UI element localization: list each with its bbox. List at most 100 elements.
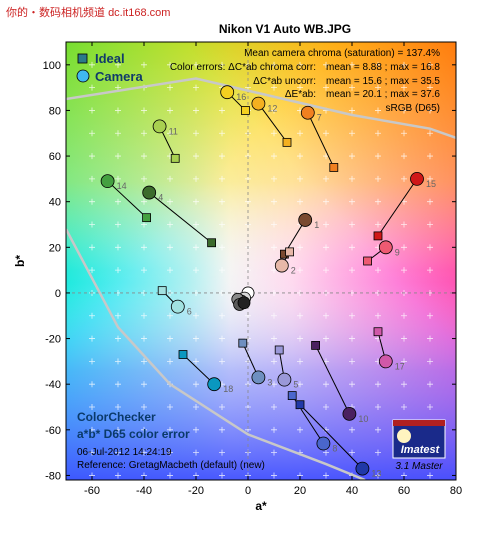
imatest-logo: Imatest 3.1 Master	[392, 419, 446, 472]
grid-cross	[89, 61, 95, 68]
grid-cross	[297, 153, 303, 160]
grid-cross	[219, 335, 225, 342]
grid-cross	[401, 335, 407, 342]
grid-cross	[297, 426, 303, 433]
grid-cross	[89, 358, 95, 365]
plot-gradient	[66, 42, 456, 480]
grid-cross	[297, 267, 303, 274]
camera-marker-14	[100, 174, 115, 189]
plot-background	[66, 42, 456, 480]
camera-marker-16	[220, 85, 235, 100]
gamut-boundary	[66, 77, 456, 480]
camera-marker-6	[170, 299, 185, 314]
grid-cross	[375, 267, 381, 274]
grid-cross	[141, 381, 147, 388]
grid-cross	[427, 404, 433, 410]
grid-cross	[375, 381, 381, 388]
error-line-13	[299, 404, 363, 469]
grid-cross	[193, 381, 199, 388]
error-line-7	[307, 112, 335, 168]
grid-cross	[167, 426, 173, 433]
grid-cross	[193, 61, 199, 68]
grid-cross	[349, 381, 355, 388]
y-tick-label: 80	[49, 105, 61, 117]
grid-cross	[219, 130, 225, 137]
grid-cross	[323, 312, 329, 319]
grid-cross	[89, 449, 95, 456]
grid-cross	[141, 130, 147, 137]
grid-cross	[349, 198, 355, 205]
grid-cross	[271, 267, 277, 274]
grid-cross	[271, 358, 277, 365]
grid-cross	[323, 198, 329, 205]
neutral-camera-marker	[237, 296, 251, 310]
error-line-15	[377, 178, 418, 237]
grid-cross	[297, 84, 303, 91]
grid-cross	[271, 175, 277, 182]
grid-cross	[167, 358, 173, 365]
grid-cross	[323, 175, 329, 182]
grid-cross	[349, 335, 355, 342]
grid-cross	[89, 312, 95, 319]
camera-marker-9	[378, 240, 393, 255]
grid-cross	[141, 61, 147, 68]
grid-cross	[271, 198, 277, 205]
y-tick-label: -40	[45, 379, 61, 391]
y-tick-label: -80	[45, 470, 61, 482]
grid-cross	[375, 404, 381, 410]
grid-cross	[349, 130, 355, 137]
grid-cross	[193, 312, 199, 319]
patch-label-18: 18	[223, 384, 233, 394]
grid-cross	[427, 198, 433, 205]
grid-cross	[271, 61, 277, 68]
grid-cross	[219, 358, 225, 365]
stats-mean-chroma: Mean camera chroma (saturation) = 137.4%	[244, 48, 440, 59]
grid-cross	[427, 84, 433, 91]
camera-marker-2	[274, 258, 289, 273]
grid-cross	[375, 107, 381, 114]
grid-cross	[167, 472, 173, 479]
grid-cross	[297, 130, 303, 137]
grid-cross	[349, 267, 355, 274]
axes: -60 -40 -20 0 20 40 60 80 -80 -60 -40 -20 0 20 40 60 80 1…	[13, 41, 462, 513]
grid-cross	[193, 198, 199, 205]
grid-cross	[115, 130, 121, 137]
error-line-12	[257, 103, 288, 143]
grid-cross	[401, 358, 407, 365]
grid-cross	[401, 404, 407, 410]
patch-label-5: 5	[293, 380, 298, 390]
grid-cross	[349, 244, 355, 251]
grid-cross	[427, 244, 433, 251]
grid-cross	[323, 130, 329, 137]
grid-cross	[323, 449, 329, 456]
grid-cross	[427, 130, 433, 137]
grid-cross	[427, 381, 433, 388]
grid-cross	[323, 244, 329, 251]
grid-cross	[375, 61, 381, 68]
grid-cross	[219, 312, 225, 319]
grid-cross	[141, 267, 147, 274]
grid-cross	[89, 244, 95, 251]
grid-cross	[193, 175, 199, 182]
grid-cross	[193, 449, 199, 456]
grid-cross	[167, 335, 173, 342]
camera-marker-5	[277, 372, 292, 387]
grid-cross	[115, 107, 121, 114]
camera-marker-12	[251, 96, 266, 111]
grid-cross	[219, 267, 225, 274]
grid-cross	[427, 61, 433, 68]
grid-cross	[141, 312, 147, 319]
grid-cross	[219, 61, 225, 68]
grid-cross	[349, 153, 355, 160]
grid-cross	[271, 335, 277, 342]
grid-cross	[89, 404, 95, 410]
grid-cross	[323, 221, 329, 228]
footer-subtitle: a*b* D65 color error	[77, 427, 190, 441]
grid-cross	[115, 198, 121, 205]
grid-cross	[219, 175, 225, 182]
ideal-marker-6	[157, 286, 167, 296]
grid-cross	[297, 175, 303, 182]
watermark: 你的・数码相机频道 dc.it168.com	[6, 4, 170, 20]
grid-cross	[167, 84, 173, 91]
grid-cross	[141, 426, 147, 433]
